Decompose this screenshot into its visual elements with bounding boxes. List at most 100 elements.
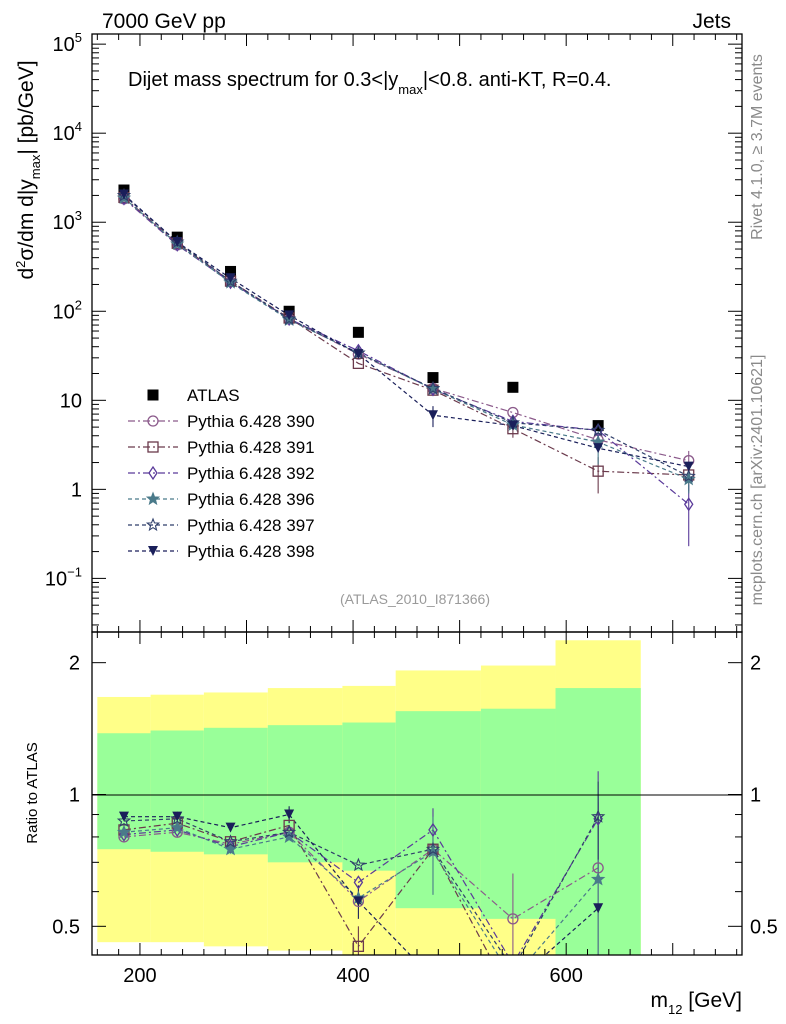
series-markers	[116, 184, 696, 1022]
xlabel-sub: 12	[668, 1002, 682, 1017]
main-point-ATLAS-2	[225, 265, 237, 277]
main-point-ATLAS-5	[427, 372, 439, 384]
legend-marker-p390	[147, 415, 159, 427]
ratio-point-p392-5	[428, 822, 438, 838]
ytick-exp: −1	[67, 564, 82, 579]
header-right: Jets	[692, 10, 731, 33]
green-band-6	[480, 708, 556, 919]
main-ytick-label-5: 104	[53, 119, 82, 145]
main-line-p391	[123, 196, 689, 476]
legend-marker-p396	[145, 491, 161, 506]
green-band-2	[203, 727, 268, 855]
main-line-p397	[123, 194, 689, 477]
ratio-point-p397-0	[116, 813, 132, 828]
ratio-point-p397-4	[351, 857, 366, 872]
ytick-exp: 3	[75, 208, 82, 223]
legend: ATLAS Pythia 6.428 390 Pythia 6.428 391 Pyt…	[128, 386, 315, 561]
xtick-label-200: 200	[123, 965, 156, 987]
ytick-exp: 5	[75, 30, 82, 45]
ratio-ytick-label-1: 1	[69, 784, 80, 806]
title-part-1: Dijet mass spectrum for 0.3<|y	[128, 69, 398, 91]
xlabel-m: m	[651, 989, 669, 1012]
ratio-line-p397	[123, 816, 599, 955]
ylabel-mid: σ/dm d|y	[15, 179, 38, 261]
green-band-5	[395, 711, 481, 909]
ratio-point-p398-2	[225, 822, 236, 833]
green-band-4	[342, 722, 396, 871]
legend-label-p398: Pythia 6.428 398	[187, 542, 315, 561]
main-ytick-label-6: 105	[53, 30, 82, 56]
ratio-point-p398-3	[284, 809, 295, 820]
ratio-uncertainty-bands	[97, 640, 641, 955]
legend-marker-p392	[148, 465, 158, 481]
ylabel-sup: 2	[13, 261, 28, 268]
main-point-p398-7	[593, 443, 604, 454]
ytick-base: 10	[53, 34, 75, 56]
ratio-ytick-label-0: 0.5	[52, 916, 80, 938]
ytick-exp: 4	[75, 119, 82, 134]
ratio-ytick-label-right-0: 0.5	[750, 916, 778, 938]
title-subscript: max	[398, 82, 423, 97]
ytick-base: 10	[53, 123, 75, 145]
ytick-base: 10	[53, 212, 75, 234]
ratio-point-p391-7	[593, 1012, 603, 1022]
main-point-p398-4	[353, 349, 364, 360]
ratio-point-p398-1	[172, 811, 183, 822]
ytick-base: 10	[60, 390, 82, 412]
ratio-point-p396-6	[507, 973, 518, 984]
legend-marker-p391	[147, 441, 159, 453]
legend-label-p392: Pythia 6.428 392	[187, 464, 315, 483]
ylabel-sub: max	[28, 154, 43, 179]
main-point-p397-3	[281, 311, 297, 326]
ratio-point-p390-6	[507, 913, 519, 925]
ytick-base: 1	[71, 479, 82, 501]
ylabel-d: d	[15, 268, 38, 280]
analysis-id: (ATLAS_2010_I871366)	[340, 591, 490, 607]
ratio-point-p398-4	[353, 896, 364, 907]
main-point-p398-0	[118, 189, 129, 200]
ratio-markers	[116, 809, 606, 1022]
main-ytick-label-1: 1	[71, 479, 82, 501]
header-left: 7000 GeV pp	[102, 10, 226, 33]
ratio-point-p391-4	[352, 940, 365, 953]
ratio-point-p396-3	[281, 829, 297, 844]
ratio-point-p397-5	[425, 841, 441, 856]
ratio-point-p392-6	[509, 958, 517, 970]
ratio-ylabel: Ratio to ATLAS	[24, 742, 41, 843]
main-point-p397-5	[425, 380, 441, 395]
ratio-line-p392	[123, 818, 599, 955]
main-line-p398	[123, 194, 689, 468]
ratio-point-p398-6	[508, 979, 518, 989]
legend-marker-p397	[145, 517, 161, 532]
ratio-plot-frame	[91, 631, 743, 956]
ratio-xlabel: m12 [GeV]	[651, 989, 743, 1017]
side-mcplots-text: mcplots.cern.ch [arXiv:2401.10621]	[749, 355, 766, 606]
ratio-point-p398-0	[118, 811, 129, 822]
main-point-p398-5	[427, 410, 438, 421]
main-point-p398-3	[284, 310, 295, 321]
ratio-ytick-label-2: 2	[69, 653, 80, 675]
xtick-label-600: 600	[549, 965, 582, 987]
title-part-2: |<0.8. anti-KT, R=0.4.	[423, 69, 612, 91]
axis-ticks	[92, 34, 742, 955]
main-point-ATLAS-6	[507, 381, 519, 393]
main-ytick-label-4: 103	[53, 208, 82, 234]
green-band-3	[267, 725, 343, 863]
main-point-p398-1	[172, 236, 183, 247]
ratio-ytick-label-right-1: 1	[750, 784, 761, 806]
side-rivet-text: Rivet 4.1.0, ≥ 3.7M events	[749, 54, 766, 240]
main-point-ATLAS-4	[352, 326, 364, 338]
ratio-point-p397-3	[281, 824, 297, 839]
legend-marker-p398	[148, 546, 158, 556]
ratio-line-p391	[123, 822, 490, 955]
legend-marker-ATLAS	[147, 389, 159, 401]
main-point-p392-8	[683, 497, 694, 512]
legend-label-ATLAS: ATLAS	[187, 386, 240, 405]
main-point-p398-6	[507, 420, 518, 431]
legend-label-p397: Pythia 6.428 397	[187, 516, 315, 535]
main-point-p397-2	[223, 273, 238, 288]
ratio-point-p396-1	[170, 820, 185, 834]
main-point-p398-8	[683, 461, 694, 472]
main-ytick-label-2: 10	[60, 390, 82, 412]
